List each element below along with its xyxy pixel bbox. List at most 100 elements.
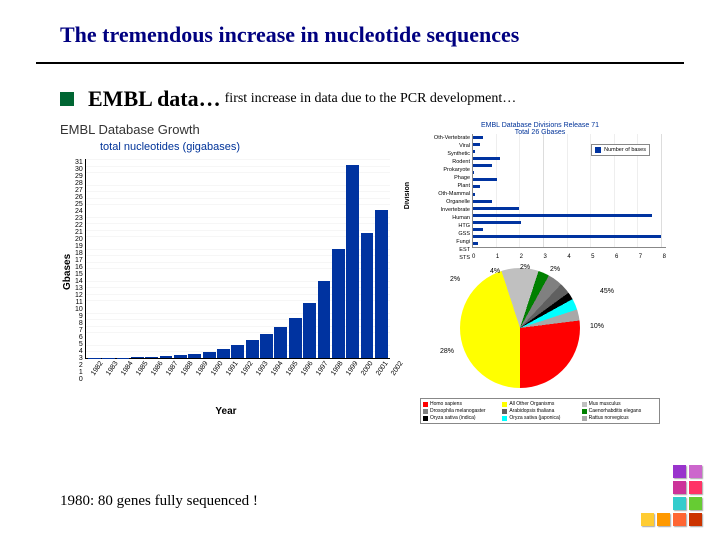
pie-pct-label: 2%	[450, 276, 460, 283]
bar	[145, 357, 158, 358]
bar	[203, 352, 216, 358]
hbar-legend-swatch	[595, 147, 601, 153]
left-chart-xlabel: Year	[60, 406, 392, 417]
hbar	[473, 185, 480, 188]
left-chart-subtitle: total nucleotides (gigabases)	[100, 141, 392, 153]
bar	[375, 210, 388, 358]
pie-legend-label: Rattus norvegicus	[589, 415, 629, 421]
footer-note: 1980: 80 genes fully sequenced !	[60, 493, 258, 510]
bullet-main-text: EMBL data…	[88, 86, 221, 112]
pie-legend-label: Arabidopsis thaliana	[509, 408, 554, 414]
hbar	[473, 143, 480, 146]
hbar	[473, 214, 652, 217]
pie-legend-label: Mus musculus	[589, 401, 621, 407]
pie-legend: Homo sapiens All Other Organisms Mus muscu…	[420, 398, 660, 424]
pie-pct-label: 4%	[490, 268, 500, 275]
pie-pct-label: 45%	[600, 288, 614, 295]
pie-pct-label: 10%	[590, 323, 604, 330]
pie-legend-swatch	[582, 416, 587, 421]
pie-legend-swatch	[502, 416, 507, 421]
left-chart-ylabel: Gbases	[60, 159, 75, 384]
hbar-legend-label: Number of bases	[604, 147, 646, 153]
pie-legend-swatch	[423, 416, 428, 421]
corner-squares	[641, 462, 702, 526]
bar	[303, 303, 316, 358]
hbar	[473, 200, 492, 203]
hbar	[473, 193, 475, 196]
bar	[318, 281, 331, 358]
hbar	[473, 157, 500, 160]
hbar	[473, 150, 475, 153]
pie-legend-label: Homo sapiens	[430, 401, 462, 407]
pie-legend-label: All Other Organisms	[509, 401, 554, 407]
hbar	[473, 235, 661, 238]
bar	[346, 165, 359, 358]
bar	[332, 249, 345, 358]
bar	[361, 233, 374, 358]
bar	[231, 345, 244, 358]
pie-legend-swatch	[423, 402, 428, 407]
pie-legend-item: Arabidopsis thaliana	[502, 408, 577, 414]
decorative-square	[689, 513, 702, 526]
decorative-square	[689, 481, 702, 494]
bullet-row: EMBL data… first increase in data due to…	[60, 86, 720, 112]
pie-pct-label: 2%	[550, 266, 560, 273]
bar	[274, 327, 287, 358]
hbar-categories: Oth-VertebrateViralSyntheticRodentProkar…	[414, 134, 470, 262]
left-chart-bars	[85, 159, 390, 359]
pie-legend-item: Rattus norvegicus	[582, 415, 657, 421]
hbar-xaxis: 012345678	[472, 254, 666, 260]
pie-legend-swatch	[423, 409, 428, 414]
hbar-ylabel: Division	[404, 182, 411, 209]
pie-legend-item: All Other Organisms	[502, 401, 577, 407]
bullet-sub-text: first increase in data due to the PCR de…	[225, 91, 517, 107]
hbar-legend: Number of bases	[591, 144, 650, 156]
hbar	[473, 136, 483, 139]
hbar	[473, 221, 521, 224]
pie-pct-label: 28%	[440, 348, 454, 355]
decorative-square	[657, 513, 670, 526]
pie-legend-swatch	[502, 402, 507, 407]
organism-pie-chart: 45%10%2%4%2%2%28% Homo sapiensAll Other …	[410, 268, 670, 418]
decorative-square	[673, 465, 686, 478]
decorative-square	[673, 481, 686, 494]
left-chart-title: EMBL Database Growth	[60, 122, 392, 137]
pie-legend-swatch	[502, 409, 507, 414]
pie-legend-item: Oryza sativa (indica)	[423, 415, 498, 421]
pie	[460, 268, 580, 388]
hbar	[473, 178, 497, 181]
pie-legend-item: Mus musculus	[582, 401, 657, 407]
left-chart-yaxis: 3130292827262524232221201918171615141312…	[75, 159, 85, 359]
hbar	[473, 242, 478, 245]
pie-legend-swatch	[582, 402, 587, 407]
embl-divisions-chart: EMBL Database Divisions Release 71 Total…	[410, 122, 670, 262]
pie-pct-label: 2%	[520, 264, 530, 271]
bar	[188, 354, 201, 358]
hbar	[473, 207, 519, 210]
pie-legend-item: Drosophila melanogaster	[423, 408, 498, 414]
decorative-square	[673, 513, 686, 526]
title-divider	[36, 62, 684, 64]
decorative-square	[641, 513, 654, 526]
decorative-square	[673, 497, 686, 510]
bar	[160, 356, 173, 358]
bar	[131, 357, 144, 358]
bar	[289, 318, 302, 358]
bar	[174, 355, 187, 358]
hbar	[473, 164, 492, 167]
pie-legend-label: Drosophila melanogaster	[430, 408, 486, 414]
bar	[246, 340, 259, 358]
pie-legend-item: Caenorhabditis elegans	[582, 408, 657, 414]
decorative-square	[689, 497, 702, 510]
pie-legend-label: Oryza sativa (indica)	[430, 415, 476, 421]
hbar	[473, 171, 474, 174]
embl-growth-chart: EMBL Database Growth total nucleotides (…	[60, 122, 400, 418]
bullet-square-icon	[60, 92, 74, 106]
pie-legend-swatch	[582, 409, 587, 414]
pie-legend-label: Caenorhabditis elegans	[589, 408, 642, 414]
pie-legend-item: Oryza sativa (japonica)	[502, 415, 577, 421]
page-title: The tremendous increase in nucleotide se…	[60, 22, 690, 48]
bar	[217, 349, 230, 358]
bar	[260, 334, 273, 358]
decorative-square	[689, 465, 702, 478]
